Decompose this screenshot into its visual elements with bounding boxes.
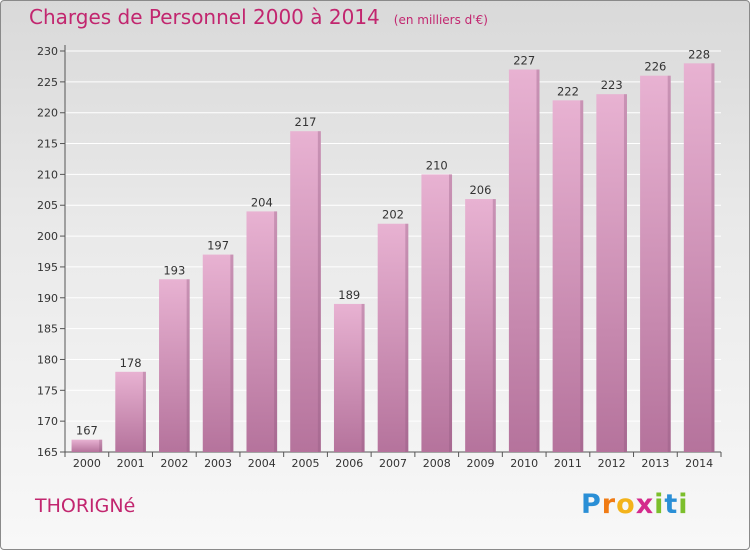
bar-edge <box>230 254 234 452</box>
bar-edge <box>580 100 584 452</box>
chart-title: Charges de Personnel 2000 à 2014 (en mill… <box>29 5 488 29</box>
bar-2000 <box>71 439 103 452</box>
bar-2009 <box>465 199 496 452</box>
bar-edge <box>667 75 671 452</box>
y-tick-label: 230 <box>37 45 58 58</box>
data-label-2009: 206 <box>469 183 491 197</box>
x-tick-label-2010: 2010 <box>510 457 538 470</box>
bar-edge <box>492 199 496 452</box>
data-label-2003: 197 <box>207 239 229 253</box>
bar-edge <box>711 63 715 452</box>
bar-2002 <box>159 279 190 452</box>
data-label-2000: 167 <box>76 424 98 438</box>
bar-edge <box>186 279 190 452</box>
x-tick-label-2002: 2002 <box>160 457 188 470</box>
bar-2004 <box>246 211 278 452</box>
bar-edge <box>99 439 103 452</box>
bar-edge <box>405 223 409 452</box>
bar-2008 <box>421 174 453 452</box>
data-label-2011: 222 <box>557 84 579 98</box>
bar-2007 <box>377 223 409 452</box>
chart-subtitle: (en milliers d'€) <box>393 13 488 27</box>
y-tick-label: 210 <box>37 168 58 181</box>
x-tick-label-2008: 2008 <box>423 457 451 470</box>
bar-edge <box>142 371 146 452</box>
x-tick-label-2013: 2013 <box>641 457 669 470</box>
x-tick-label-2012: 2012 <box>598 457 626 470</box>
data-label-2001: 178 <box>120 356 142 370</box>
y-tick-label: 165 <box>37 446 58 459</box>
bar-2005 <box>290 131 321 452</box>
bar-edge <box>361 303 365 452</box>
bar-2012 <box>596 94 627 452</box>
y-tick-label: 180 <box>37 353 58 366</box>
bar-edge <box>449 174 453 452</box>
x-tick-label-2006: 2006 <box>335 457 363 470</box>
logo-letter: P <box>581 489 602 520</box>
bar-2001 <box>115 371 146 452</box>
y-tick-label: 220 <box>37 107 58 120</box>
x-tick-label-2000: 2000 <box>73 457 101 470</box>
bar-edge <box>536 69 540 452</box>
x-tick-label-2007: 2007 <box>379 457 407 470</box>
data-label-2006: 189 <box>338 288 360 302</box>
bar-2006 <box>333 303 365 452</box>
bar-edge <box>317 131 321 452</box>
y-tick-label: 215 <box>37 138 58 151</box>
y-tick-label: 175 <box>37 384 58 397</box>
data-label-2010: 227 <box>513 54 535 68</box>
data-label-2005: 217 <box>295 115 317 129</box>
y-tick-label: 200 <box>37 230 58 243</box>
data-label-2008: 210 <box>426 158 448 172</box>
bar-2003 <box>202 254 234 452</box>
bar-2014 <box>683 63 715 452</box>
bar-2011 <box>552 100 584 452</box>
data-label-2013: 226 <box>644 60 666 74</box>
x-tick-label-2001: 2001 <box>117 457 145 470</box>
x-tick-label-2005: 2005 <box>292 457 320 470</box>
x-tick-label-2003: 2003 <box>204 457 232 470</box>
x-tick-label-2014: 2014 <box>685 457 713 470</box>
data-label-2014: 228 <box>688 47 710 61</box>
bar-edge <box>623 94 627 452</box>
chart-title-text: Charges de Personnel 2000 à 2014 <box>29 5 380 29</box>
data-label-2007: 202 <box>382 208 404 222</box>
x-tick-label-2004: 2004 <box>248 457 276 470</box>
x-tick-label-2011: 2011 <box>554 457 582 470</box>
y-tick-label: 205 <box>37 199 58 212</box>
logo-letter: t <box>664 489 679 520</box>
commune-name: THORIGNé <box>35 495 136 517</box>
data-label-2004: 204 <box>251 195 273 209</box>
data-label-2012: 223 <box>601 78 623 92</box>
y-tick-label: 170 <box>37 415 58 428</box>
logo-letter: r <box>601 489 617 520</box>
bar-edge <box>274 211 278 452</box>
logo-letter: o <box>616 489 636 520</box>
x-tick-label-2009: 2009 <box>466 457 494 470</box>
proxiti-logo: Proxiti <box>581 489 689 520</box>
y-tick-label: 185 <box>37 323 58 336</box>
bar-2010 <box>508 69 540 452</box>
y-tick-label: 190 <box>37 292 58 305</box>
bar-2013 <box>640 75 671 452</box>
logo-letter: x <box>635 489 655 520</box>
y-tick-label: 195 <box>37 261 58 274</box>
logo-letter: i <box>654 489 665 520</box>
y-tick-label: 225 <box>37 76 58 89</box>
logo-letter: i <box>678 489 689 520</box>
data-label-2002: 193 <box>163 263 185 277</box>
